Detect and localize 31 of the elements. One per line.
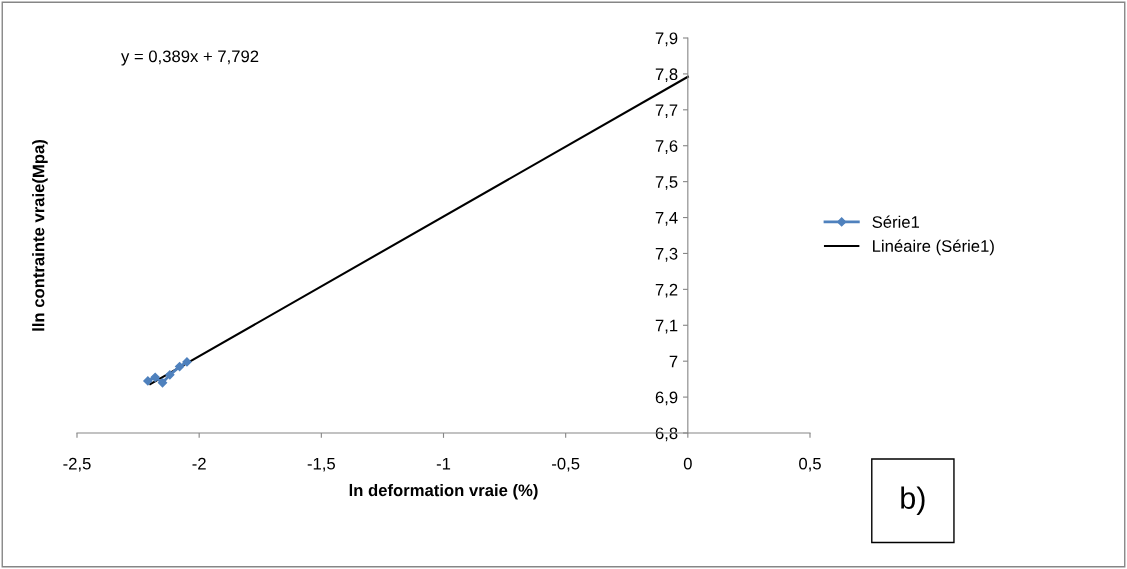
point [182, 357, 192, 367]
y-tick-label: 7,7 [655, 104, 678, 118]
y-tick-label: 7,3 [655, 247, 678, 262]
y-tick-label: 7,5 [655, 176, 678, 190]
text: b) [901, 486, 925, 515]
x-tick-label: -2,5 [63, 457, 91, 472]
y-tick-label: 7,4 [655, 212, 678, 226]
y-tick-label: 7,8 [655, 68, 678, 83]
point [165, 370, 175, 380]
legend-label: Série1 [872, 215, 920, 228]
y-tick-label: 6,8 [655, 427, 678, 442]
y-tick-label: 7,2 [655, 283, 678, 298]
point [150, 372, 160, 382]
point [157, 378, 168, 388]
x-axis-title: ln deformation vraie (%) [349, 483, 538, 500]
x-tick-label: -0,5 [552, 457, 580, 472]
x-tick-label: 0 [683, 457, 692, 470]
point [174, 361, 185, 372]
x-tick-label: -1 [436, 457, 451, 470]
x-tick-label: -2 [192, 457, 206, 470]
y-tick-label: 7,1 [655, 319, 678, 334]
legend-label: Linéaire (Série1) [873, 239, 994, 256]
annotation: y = 0,389x + 7,792 [121, 50, 259, 66]
x-tick-label: -1,5 [307, 457, 335, 472]
y-tick-label: 7 [669, 355, 678, 368]
y-tick-label: 7,6 [655, 140, 678, 154]
x-tick-label: 0,5 [799, 457, 821, 472]
y-tick-label: 7,9 [655, 32, 678, 47]
y-axis-title: lln contrainte vraie(Mpa) [32, 140, 48, 331]
y-tick-label: 6,9 [655, 391, 678, 406]
point [143, 376, 153, 386]
